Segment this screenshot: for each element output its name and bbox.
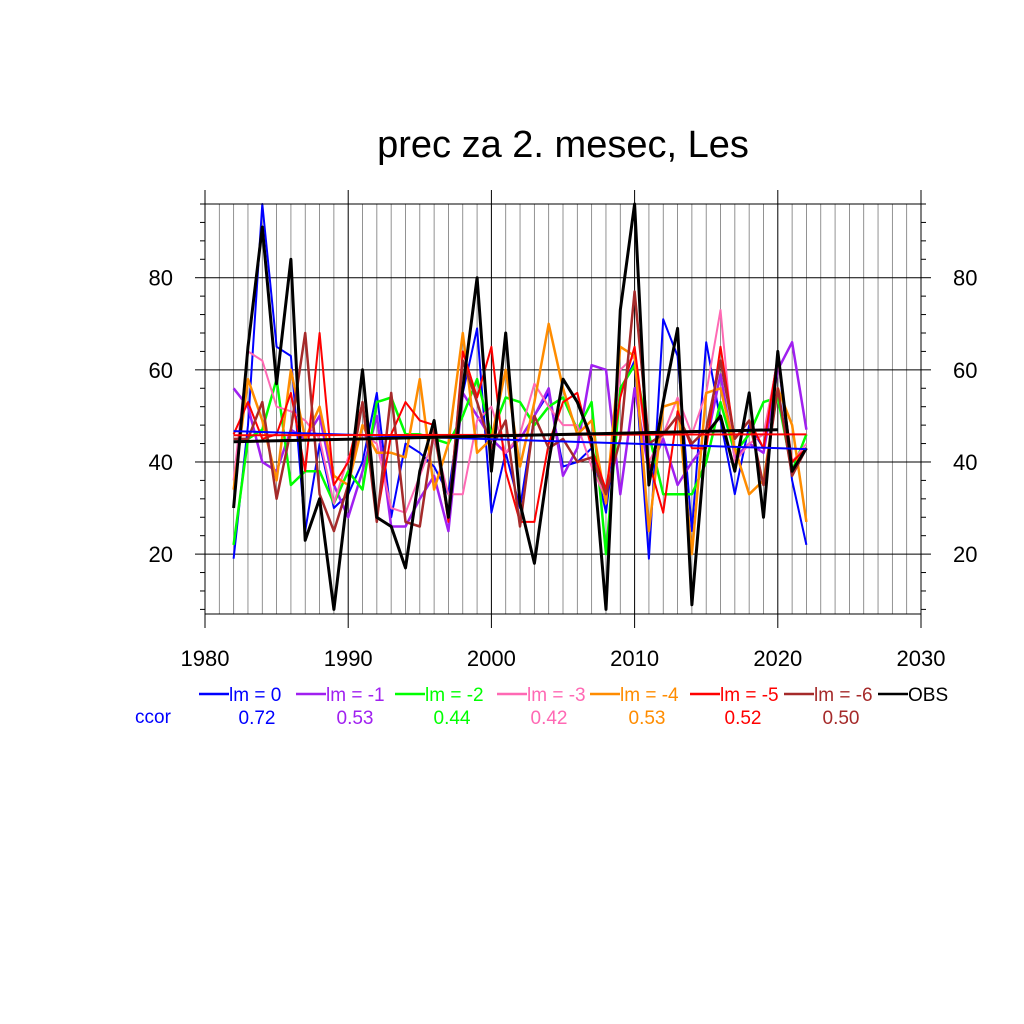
x-tick-label: 2010 (610, 646, 659, 671)
ccor-value-1: 0.72 (239, 708, 276, 729)
y-tick-labels: 20 20 40 40 60 60 80 80 (149, 266, 978, 567)
ccor-row: ccor 0.72 0.53 0.44 0.42 0.53 0.52 0.50 (135, 707, 859, 729)
legend-label-4: lm = -3 (527, 685, 586, 706)
legend-label-1: lm = 0 (229, 685, 281, 706)
ccor-value-2: 0.53 (337, 708, 374, 729)
legend-label-3: lm = -2 (425, 685, 484, 706)
y-tick-label-left: 20 (149, 542, 173, 567)
series-line-5 (232, 322, 808, 556)
ccor-value-7: 0.50 (823, 708, 860, 729)
x-tick-label: 2030 (897, 646, 946, 671)
y-tick-label-right: 60 (953, 358, 977, 383)
chart-title: prec za 2. mesec, Les (377, 124, 749, 166)
ccor-value-4: 0.42 (531, 708, 568, 729)
ccor-value-6: 0.52 (725, 708, 762, 729)
ccor-value-5: 0.53 (629, 708, 666, 729)
series-lines (232, 202, 808, 611)
legend-label-5: lm = -4 (620, 685, 679, 706)
x-tick-label: 1990 (324, 646, 373, 671)
ccor-label: ccor (135, 707, 172, 728)
ticks (195, 190, 931, 628)
y-tick-label-left: 60 (149, 358, 173, 383)
legend-label-2: lm = -1 (326, 685, 385, 706)
legend-label-8: OBS (908, 685, 948, 706)
series-line-3 (232, 363, 808, 556)
legend-label-7: lm = -6 (814, 685, 873, 706)
y-tick-label-right: 40 (953, 450, 977, 475)
x-tick-label: 2000 (467, 646, 516, 671)
trend-line-8 (233, 428, 778, 444)
y-tick-label-left: 40 (149, 450, 173, 475)
legend: lm = 0 lm = -1 lm = -2 lm = -3 lm = -4 lm = -… (199, 685, 948, 706)
series-line-8 (232, 202, 808, 611)
y-tick-label-right: 80 (953, 266, 977, 291)
legend-label-6: lm = -5 (720, 685, 779, 706)
y-tick-label-left: 80 (149, 266, 173, 291)
x-tick-label: 1980 (181, 646, 230, 671)
plot-frame (204, 203, 922, 615)
x-tick-labels: 1980 1990 2000 2010 2020 2030 (181, 646, 946, 671)
ccor-value-3: 0.44 (434, 708, 471, 729)
x-tick-label: 2020 (753, 646, 802, 671)
y-tick-label-right: 20 (953, 542, 977, 567)
series-line-7 (233, 290, 808, 533)
